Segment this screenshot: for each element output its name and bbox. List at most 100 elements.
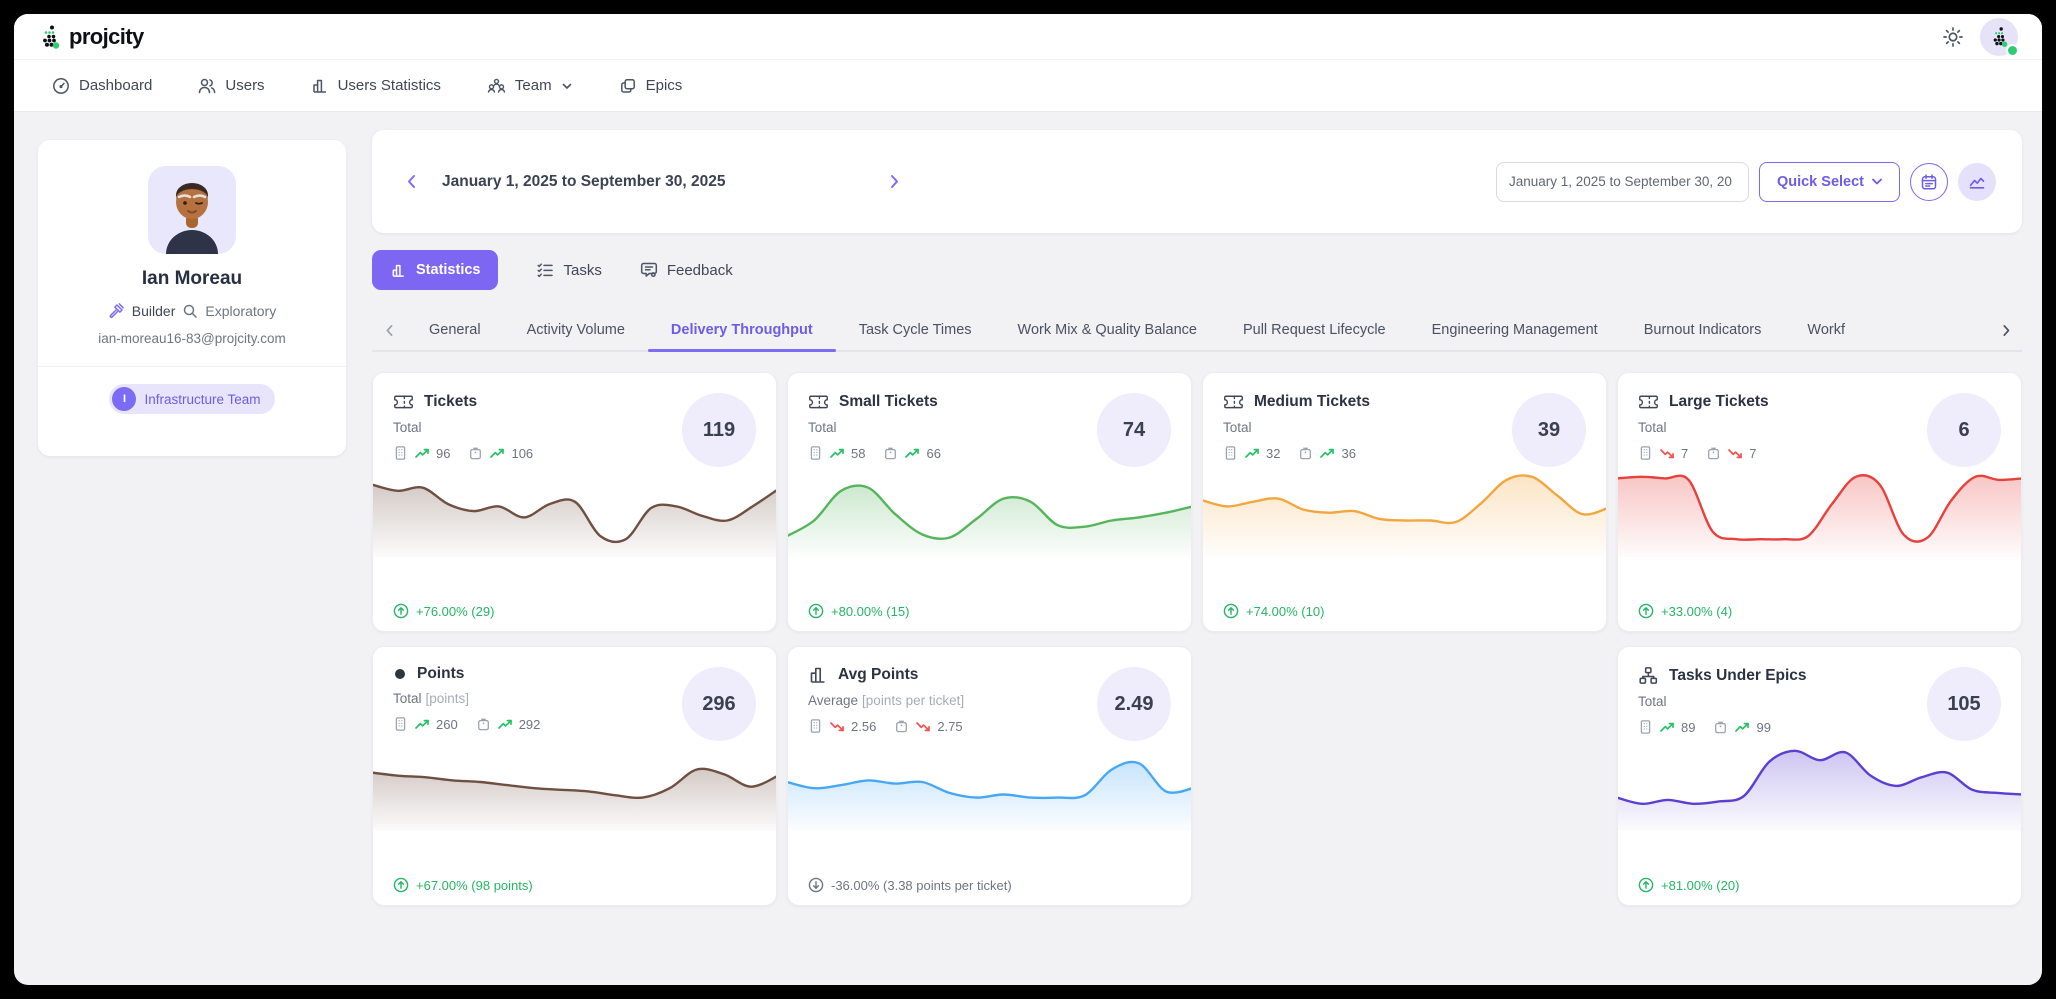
- metric-card-medium-tickets: Medium Tickets Total 32 36 39: [1202, 372, 1607, 632]
- card-title: Medium Tickets: [1254, 392, 1371, 410]
- nav-item-dashboard[interactable]: Dashboard: [52, 77, 152, 95]
- subtab-work-mix-quality-balance[interactable]: Work Mix & Quality Balance: [1017, 322, 1197, 338]
- trend-icon: [1245, 448, 1259, 458]
- tab-statistics[interactable]: Statistics: [372, 250, 499, 290]
- user-avatar[interactable]: [1980, 17, 2019, 57]
- subtab-workflow-truncated[interactable]: Workf: [1807, 322, 1845, 338]
- change-arrow-icon: [1223, 603, 1239, 619]
- subtab-burnout-indicators[interactable]: Burnout Indicators: [1643, 322, 1762, 338]
- team-badge[interactable]: I Infrastructure Team: [109, 384, 275, 414]
- sparkline-chart: [1203, 461, 1606, 557]
- sparkline-chart: [1618, 735, 2021, 831]
- subtab-activity-volume[interactable]: Activity Volume: [526, 322, 625, 338]
- divider: [38, 366, 346, 367]
- change-text: +67.00% (98 points): [416, 877, 533, 893]
- benchmark-row: 96 106: [393, 445, 756, 461]
- change-arrow-icon: [808, 603, 824, 619]
- individual-benchmark-icon: [1708, 447, 1720, 459]
- big-value-badge: 39: [1512, 393, 1586, 467]
- next-range-button[interactable]: [880, 169, 906, 195]
- date-range-bar: January 1, 2025 to September 30, 2025 Qu…: [372, 130, 2022, 233]
- sun-icon: [1943, 26, 1963, 47]
- date-range-input[interactable]: [1495, 161, 1749, 202]
- benchmark-row: 58 66: [808, 445, 1171, 461]
- subtab-pull-request-lifecycle[interactable]: Pull Request Lifecycle: [1242, 322, 1386, 338]
- individual-benchmark-icon: [1300, 447, 1312, 459]
- big-value-badge: 296: [682, 667, 756, 741]
- individual-benchmark-icon: [885, 447, 897, 459]
- chevron-left-icon: [386, 324, 392, 336]
- org-benchmark-value: 2.56: [851, 718, 877, 734]
- feedback-icon: [640, 262, 657, 278]
- nav-item-epics[interactable]: Epics: [619, 77, 682, 95]
- metric-card-large-tickets: Large Tickets Total 7 7 6 +33.: [1617, 372, 2022, 632]
- trend-icon: [497, 719, 512, 729]
- benchmark-row: 7 7: [1638, 445, 2001, 461]
- change-arrow-icon: [393, 877, 409, 893]
- change-indicator: -36.00% (3.38 points per ticket): [808, 877, 1012, 893]
- card-subtitle: Total: [1223, 420, 1252, 435]
- prev-range-button[interactable]: [398, 169, 424, 195]
- nav-item-users-statistics[interactable]: Users Statistics: [311, 77, 441, 95]
- avatar-illustration: [148, 166, 236, 254]
- change-arrow-icon: [1638, 877, 1654, 893]
- chart-view-button[interactable]: [1958, 162, 1996, 201]
- avatar-logo-mark-icon: [1993, 26, 2007, 47]
- search-icon: [184, 304, 198, 318]
- individual-benchmark-value: 292: [518, 716, 541, 732]
- individual-benchmark-value: 99: [1756, 719, 1771, 735]
- nav-item-users[interactable]: Users: [198, 77, 265, 95]
- online-status-dot: [2006, 43, 2019, 57]
- sparkline-chart: [373, 735, 776, 831]
- dot-icon: [395, 669, 405, 679]
- metric-card-tasks-under-epics: Tasks Under Epics Total 89 99 105: [1617, 646, 2022, 906]
- individual-benchmark-icon: [477, 718, 489, 730]
- calendar-button[interactable]: [1910, 162, 1948, 201]
- calendar-icon: [1921, 173, 1937, 190]
- org-benchmark-value: 260: [436, 716, 458, 732]
- logo-mark-icon: [43, 25, 60, 49]
- view-tabs: Statistics Tasks Feedback: [372, 250, 733, 290]
- subtab-general[interactable]: General: [429, 322, 481, 338]
- team-name: Infrastructure Team: [144, 391, 261, 407]
- chevron-down-icon: [562, 83, 571, 89]
- date-range-label: January 1, 2025 to September 30, 2025: [442, 172, 726, 190]
- subtab-task-cycle-times[interactable]: Task Cycle Times: [858, 322, 972, 338]
- sparkline-chart: [788, 735, 1191, 831]
- nav-item-team[interactable]: Team: [487, 77, 573, 95]
- individual-benchmark-value: 106: [511, 445, 534, 461]
- big-value-badge: 74: [1097, 393, 1171, 467]
- theme-toggle-button[interactable]: [1942, 26, 1964, 48]
- org-benchmark-icon: [810, 719, 821, 733]
- org-benchmark-value: 58: [851, 445, 866, 461]
- change-arrow-icon: [393, 603, 409, 619]
- org-benchmark-icon: [1640, 720, 1651, 734]
- org-benchmark-value: 32: [1266, 445, 1281, 461]
- trend-icon: [415, 448, 429, 458]
- tab-tasks[interactable]: Tasks: [536, 261, 602, 279]
- nav-label: Users Statistics: [337, 77, 441, 94]
- tab-feedback[interactable]: Feedback: [640, 261, 733, 279]
- change-indicator: +76.00% (29): [393, 603, 494, 619]
- nav-label: Dashboard: [79, 77, 153, 94]
- hierarchy-icon: [1639, 667, 1658, 684]
- change-indicator: +80.00% (15): [808, 603, 909, 619]
- brand-logo[interactable]: projcity: [38, 24, 144, 50]
- nav-label: Team: [514, 77, 552, 94]
- gauge-icon: [53, 77, 69, 94]
- individual-benchmark-icon: [470, 447, 482, 459]
- card-subtitle: Total: [393, 691, 422, 706]
- subtabs-scroll-right-button[interactable]: [1988, 324, 2022, 337]
- change-arrow-icon: [1638, 603, 1654, 619]
- subtab-engineering-management[interactable]: Engineering Management: [1431, 322, 1598, 338]
- change-indicator: +81.00% (20): [1638, 877, 1739, 893]
- subtab-delivery-throughput[interactable]: Delivery Throughput: [647, 310, 836, 352]
- tasks-icon: [537, 263, 554, 278]
- quick-select-button[interactable]: Quick Select: [1758, 161, 1900, 202]
- caret-down-icon: [1872, 178, 1882, 185]
- profile-role: Builder: [131, 302, 176, 319]
- ticket-icon: [1224, 395, 1243, 409]
- trend-icon: [916, 721, 931, 731]
- subtabs-scroll-left-button[interactable]: [372, 324, 406, 337]
- big-value-badge: 2.49: [1097, 667, 1171, 741]
